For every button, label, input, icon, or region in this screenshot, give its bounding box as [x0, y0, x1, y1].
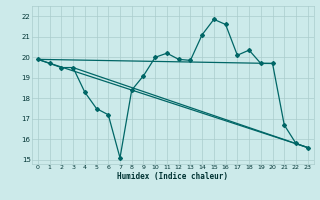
X-axis label: Humidex (Indice chaleur): Humidex (Indice chaleur) — [117, 172, 228, 181]
